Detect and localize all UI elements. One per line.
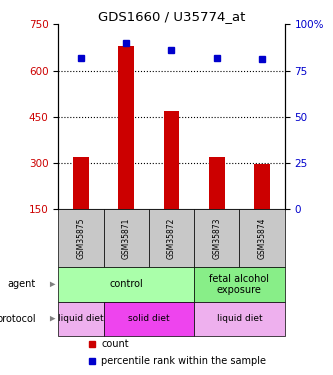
Bar — [254, 165, 270, 209]
Text: liquid diet: liquid diet — [216, 314, 262, 323]
Bar — [104, 302, 194, 336]
Text: percentile rank within the sample: percentile rank within the sample — [101, 356, 266, 366]
Text: count: count — [101, 339, 129, 349]
Text: GSM35871: GSM35871 — [122, 217, 131, 259]
Bar — [194, 267, 285, 302]
Bar — [58, 209, 104, 267]
Bar — [73, 157, 89, 209]
Text: agent: agent — [7, 279, 36, 290]
Text: GSM35875: GSM35875 — [76, 217, 86, 259]
Text: solid diet: solid diet — [128, 314, 169, 323]
Text: liquid diet: liquid diet — [58, 314, 104, 323]
Title: GDS1660 / U35774_at: GDS1660 / U35774_at — [98, 10, 245, 23]
Bar — [58, 267, 194, 302]
Bar — [104, 209, 149, 267]
Bar — [164, 111, 179, 209]
Text: protocol: protocol — [0, 314, 36, 324]
Bar — [149, 209, 194, 267]
Bar — [209, 157, 225, 209]
Bar — [194, 209, 239, 267]
Bar — [58, 302, 104, 336]
Text: GSM35872: GSM35872 — [167, 217, 176, 259]
Text: GSM35873: GSM35873 — [212, 217, 221, 259]
Bar — [118, 46, 134, 209]
Text: control: control — [109, 279, 143, 290]
Bar — [239, 209, 285, 267]
Text: GSM35874: GSM35874 — [257, 217, 267, 259]
Text: fetal alcohol
exposure: fetal alcohol exposure — [209, 273, 269, 295]
Bar — [194, 302, 285, 336]
